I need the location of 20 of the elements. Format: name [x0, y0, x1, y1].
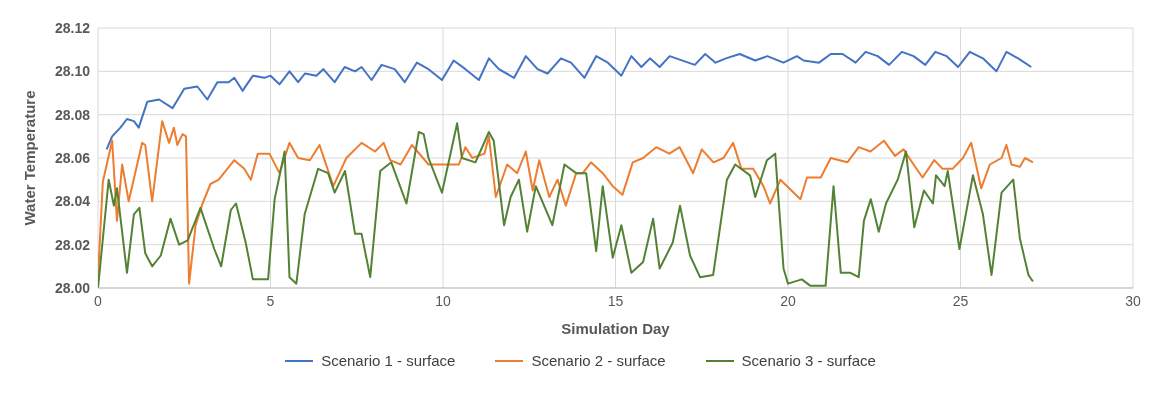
line-series: [105, 50, 1033, 151]
y-tick-label: 28.12: [54, 19, 91, 36]
x-axis-title: Simulation Day: [561, 320, 671, 337]
x-tick-label: 10: [435, 292, 451, 309]
y-tick-label: 28.06: [54, 149, 91, 166]
x-tick-label: 0: [94, 292, 103, 309]
legend-label: Scenario 1 - surface: [321, 352, 456, 369]
legend-label: Scenario 3 - surface: [741, 352, 876, 369]
x-tick-label: 20: [780, 292, 796, 309]
x-tick-label: 5: [266, 292, 275, 309]
y-tick-label: 28.08: [54, 106, 91, 123]
x-tick-label: 25: [952, 292, 969, 309]
y-tick-label: 28.02: [54, 236, 91, 253]
legend-label: Scenario 2 - surface: [531, 352, 666, 369]
y-tick-label: 28.10: [54, 63, 91, 80]
y-tick-label: 28.00: [54, 279, 91, 296]
y-axis-title: Water Temperature: [21, 90, 39, 226]
x-tick-label: 30: [1125, 292, 1141, 309]
x-tick-label: 15: [607, 292, 624, 309]
y-tick-label: 28.04: [54, 193, 91, 210]
